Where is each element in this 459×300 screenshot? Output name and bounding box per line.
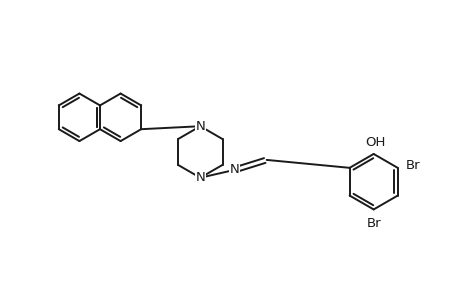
Text: Br: Br (405, 159, 420, 172)
Text: N: N (230, 163, 239, 176)
Text: N: N (195, 171, 205, 184)
Text: N: N (195, 120, 205, 133)
Text: OH: OH (364, 136, 385, 148)
Text: Br: Br (365, 217, 380, 230)
